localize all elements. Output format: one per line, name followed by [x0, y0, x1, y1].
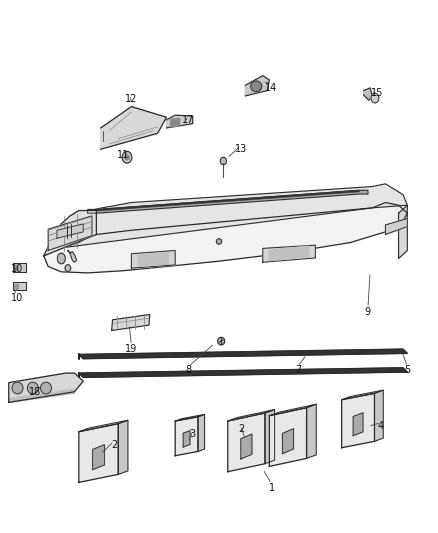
Ellipse shape — [216, 239, 222, 244]
Text: 3: 3 — [190, 430, 196, 439]
Polygon shape — [228, 409, 275, 421]
Polygon shape — [166, 115, 193, 128]
Polygon shape — [14, 284, 18, 289]
Ellipse shape — [12, 382, 23, 394]
Text: 19: 19 — [125, 344, 138, 354]
Text: 13: 13 — [235, 144, 247, 154]
Text: 7: 7 — [295, 366, 301, 375]
Polygon shape — [342, 393, 374, 448]
Polygon shape — [14, 265, 18, 270]
Polygon shape — [9, 373, 83, 402]
Polygon shape — [101, 107, 166, 149]
Polygon shape — [79, 368, 407, 377]
Text: 4: 4 — [378, 422, 384, 431]
Polygon shape — [79, 349, 407, 359]
Text: 2: 2 — [238, 424, 244, 434]
Ellipse shape — [125, 155, 129, 160]
Text: 11: 11 — [117, 150, 129, 159]
Polygon shape — [269, 404, 316, 416]
Polygon shape — [44, 211, 96, 256]
Text: 2: 2 — [111, 440, 117, 450]
Polygon shape — [269, 408, 307, 466]
Polygon shape — [118, 420, 128, 474]
Polygon shape — [61, 184, 407, 248]
Polygon shape — [175, 417, 198, 456]
Polygon shape — [79, 424, 118, 482]
Polygon shape — [88, 190, 368, 213]
Polygon shape — [183, 431, 190, 447]
Text: 10: 10 — [11, 294, 24, 303]
Polygon shape — [131, 251, 175, 268]
Polygon shape — [68, 251, 77, 262]
Text: 5: 5 — [404, 366, 410, 375]
Polygon shape — [57, 224, 83, 238]
Text: 8: 8 — [185, 366, 191, 375]
Ellipse shape — [371, 93, 379, 103]
Polygon shape — [9, 389, 74, 402]
Polygon shape — [13, 282, 26, 290]
Polygon shape — [44, 203, 407, 273]
Polygon shape — [245, 76, 269, 96]
Polygon shape — [93, 445, 104, 470]
Polygon shape — [342, 390, 383, 400]
Text: 1: 1 — [268, 483, 275, 492]
Polygon shape — [385, 219, 407, 235]
Polygon shape — [13, 263, 26, 272]
Polygon shape — [399, 205, 407, 259]
Polygon shape — [374, 390, 383, 441]
Text: 10: 10 — [11, 264, 24, 274]
Text: 15: 15 — [371, 88, 383, 98]
Text: 18: 18 — [29, 387, 41, 397]
Ellipse shape — [218, 337, 225, 345]
Text: 9: 9 — [365, 307, 371, 317]
Polygon shape — [283, 429, 293, 454]
Ellipse shape — [40, 382, 52, 394]
Polygon shape — [79, 420, 128, 432]
Polygon shape — [263, 245, 315, 262]
Polygon shape — [265, 409, 275, 464]
Polygon shape — [353, 413, 363, 436]
Polygon shape — [175, 415, 205, 421]
Polygon shape — [48, 216, 92, 251]
Polygon shape — [241, 434, 252, 459]
Ellipse shape — [65, 265, 71, 271]
Polygon shape — [228, 413, 265, 472]
Text: 17: 17 — [182, 115, 194, 125]
Polygon shape — [138, 253, 169, 266]
Ellipse shape — [27, 382, 39, 394]
Ellipse shape — [57, 253, 65, 264]
Polygon shape — [364, 88, 372, 100]
Polygon shape — [112, 314, 150, 330]
Polygon shape — [198, 415, 205, 451]
Ellipse shape — [220, 157, 226, 165]
Text: 12: 12 — [125, 94, 138, 103]
Text: 14: 14 — [265, 83, 278, 93]
Polygon shape — [307, 404, 316, 458]
Polygon shape — [269, 246, 309, 261]
Ellipse shape — [122, 151, 132, 163]
Polygon shape — [171, 118, 180, 127]
Ellipse shape — [251, 81, 261, 92]
